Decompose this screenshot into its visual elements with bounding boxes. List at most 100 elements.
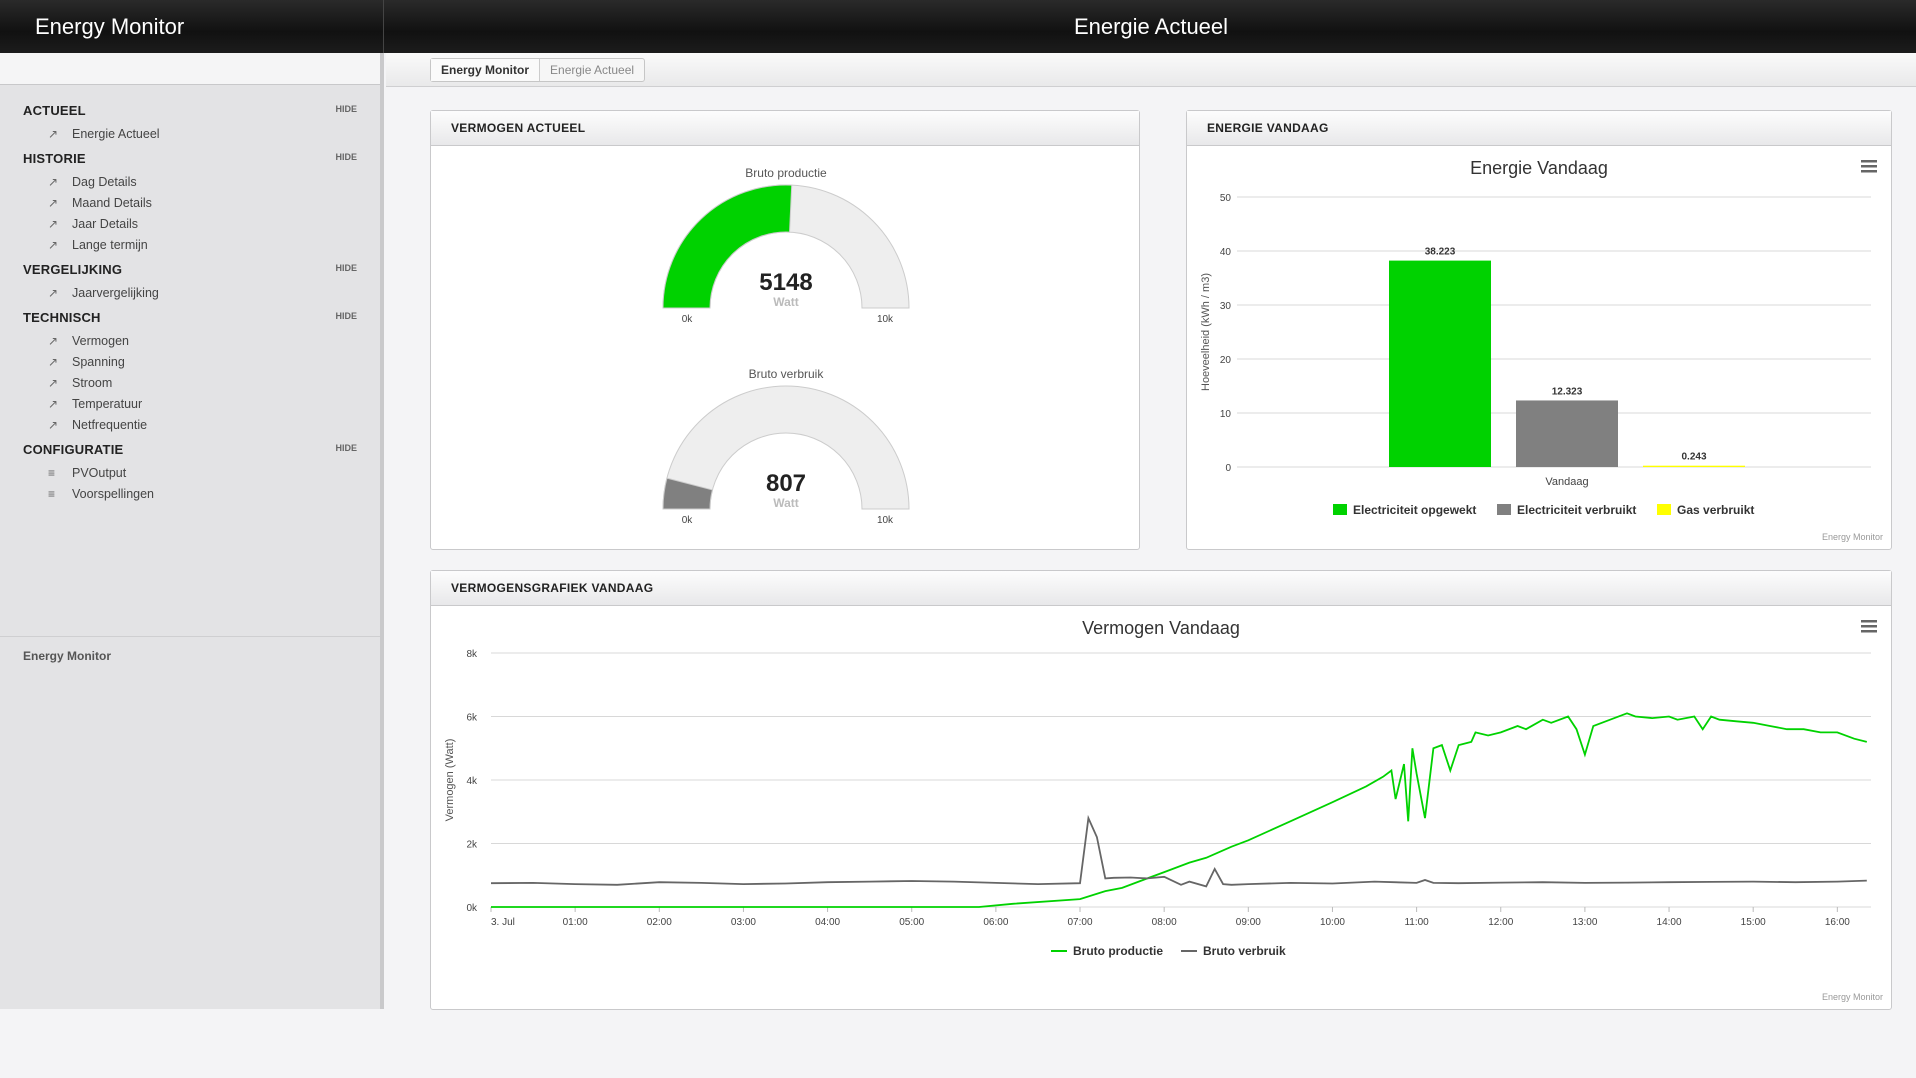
sidebar-section-vergelijking: VERGELIJKING HIDE ↗ Jaarvergelijking	[0, 262, 380, 304]
panel-title: VERMOGENSGRAFIEK VANDAAG	[431, 571, 1891, 606]
x-tick-label: 3. Jul	[491, 917, 515, 928]
chart-icon: ↗	[48, 238, 59, 252]
chart-icon: ↗	[48, 217, 59, 231]
sidebar-item-netfrequentie[interactable]: ↗ Netfrequentie	[23, 415, 380, 436]
energy-bar-chart: Energie Vandaag 0 10 20 30 40 50 Hoeveelheid (k…	[1200, 158, 1883, 542]
sidebar-item-energie-actueel[interactable]: ↗ Energie Actueel	[23, 124, 380, 145]
sidebar-item-label: Lange termijn	[72, 238, 148, 252]
menu-icon-bar	[1861, 170, 1877, 173]
chart-icon: ↗	[48, 127, 59, 141]
bar	[1643, 465, 1745, 467]
sidebar-item-temperatuur[interactable]: ↗ Temperatuur	[23, 394, 380, 415]
sidebar-section-configuratie: CONFIGURATIE HIDE ≡ PVOutput ≡ Voorspellingen	[0, 442, 380, 505]
sidebar-item-label: Dag Details	[72, 175, 137, 189]
chart-icon: ↗	[48, 397, 59, 411]
panel-energie-vandaag: ENERGIE VANDAAG Energie Vandaag 0 10 20 30 40…	[1186, 110, 1892, 550]
gauge-background	[662, 385, 910, 510]
y-axis-label: Vermogen (Watt)	[444, 739, 456, 822]
sidebar-item-lange-termijn[interactable]: ↗ Lange termijn	[23, 235, 380, 256]
legend-item[interactable]: Electriciteit opgewekt	[1353, 503, 1476, 517]
sidebar-item-pvoutput[interactable]: ≡ PVOutput	[23, 463, 380, 484]
x-tick-label: 08:00	[1152, 917, 1177, 928]
y-tick-label: 10	[1220, 409, 1232, 420]
sidebar-item-label: Spanning	[72, 355, 125, 369]
sidebar-item-jaarvergelijking[interactable]: ↗ Jaarvergelijking	[23, 283, 380, 304]
sidebar-item-spanning[interactable]: ↗ Spanning	[23, 352, 380, 373]
x-tick-label: 06:00	[983, 917, 1008, 928]
sidebar-section-title: HISTORIE	[23, 151, 86, 166]
sidebar-item-vermogen[interactable]: ↗ Vermogen	[23, 331, 380, 352]
sidebar-item-dag-details[interactable]: ↗ Dag Details	[23, 172, 380, 193]
legend-swatch	[1333, 504, 1347, 515]
menu-icon[interactable]	[1861, 620, 1877, 633]
chart-credits: Energy Monitor	[1822, 992, 1883, 1002]
sidebar-item-label: Stroom	[72, 376, 113, 390]
sidebar-item-jaar-details[interactable]: ↗ Jaar Details	[23, 214, 380, 235]
chart-icon: ↗	[48, 376, 59, 390]
breadcrumb-bar: Energy Monitor Energie Actueel	[386, 53, 1916, 87]
bar-data-label: 12.323	[1552, 386, 1583, 397]
gauge-value-arc	[662, 184, 793, 309]
sidebar-item-label: Jaarvergelijking	[72, 286, 159, 300]
x-tick-label: 12:00	[1488, 917, 1513, 928]
sidebar-section-actueel: ACTUEEL HIDE ↗ Energie Actueel	[0, 103, 380, 145]
sidebar: ACTUEEL HIDE ↗ Energie Actueel HISTORIE HIDE ↗…	[0, 53, 384, 1009]
chart-icon: ↗	[48, 418, 59, 432]
chart-title: Vermogen Vandaag	[1082, 618, 1240, 638]
panel-title: ENERGIE VANDAAG	[1187, 111, 1891, 146]
page-title: Energie Actueel	[1073, 14, 1229, 39]
panel-title: VERMOGEN ACTUEEL	[431, 111, 1139, 146]
y-axis-label: Hoeveelheid (kWh / m3)	[1200, 273, 1212, 391]
sidebar-item-label: Vermogen	[72, 334, 129, 348]
x-tick-label: 05:00	[899, 917, 924, 928]
y-tick-label: 40	[1220, 247, 1232, 258]
sidebar-item-label: Voorspellingen	[72, 487, 155, 501]
series-line	[491, 712, 1868, 908]
y-tick-label: 8k	[466, 649, 478, 660]
menu-icon[interactable]	[1861, 160, 1877, 173]
menu-icon-bar	[1861, 630, 1877, 633]
hide-toggle[interactable]: HIDE	[335, 263, 357, 273]
sidebar-item-stroom[interactable]: ↗ Stroom	[23, 373, 380, 394]
gauge-title: Bruto verbruik	[749, 367, 825, 381]
chart-icon: ↗	[48, 286, 59, 300]
sidebar-footer-label: Energy Monitor	[23, 649, 112, 663]
sidebar-item-maand-details[interactable]: ↗ Maand Details	[23, 193, 380, 214]
sidebar-item-label: Energie Actueel	[72, 127, 160, 141]
legend-item[interactable]: Electriciteit verbruikt	[1517, 503, 1636, 517]
legend-item[interactable]: Bruto productie	[1073, 944, 1163, 958]
menu-icon-bar	[1861, 160, 1877, 163]
gauge-value: 807	[766, 470, 806, 497]
sidebar-item-label: PVOutput	[72, 466, 127, 480]
hide-toggle[interactable]: HIDE	[335, 311, 357, 321]
x-tick-label: 11:00	[1404, 917, 1429, 928]
sidebar-item-voorspellingen[interactable]: ≡ Voorspellingen	[23, 484, 380, 505]
hide-toggle[interactable]: HIDE	[335, 104, 357, 114]
chart-icon: ↗	[48, 175, 59, 189]
chart-credits: Energy Monitor	[1822, 532, 1883, 542]
chart-icon: ↗	[48, 196, 59, 210]
y-tick-label: 0k	[466, 903, 478, 914]
y-tick-label: 20	[1220, 355, 1232, 366]
gauge-unit: Watt	[773, 295, 799, 309]
gauge-unit: Watt	[773, 496, 799, 510]
gauge-title: Bruto productie	[745, 166, 827, 180]
gauge-min-label: 0k	[682, 314, 694, 325]
x-tick-label: 07:00	[1068, 917, 1093, 928]
hide-toggle[interactable]: HIDE	[335, 152, 357, 162]
hide-toggle[interactable]: HIDE	[335, 443, 357, 453]
app-brand[interactable]: Energy Monitor	[0, 0, 384, 53]
legend-item[interactable]: Gas verbruikt	[1677, 503, 1754, 517]
x-tick-label: Vandaag	[1545, 476, 1588, 488]
sidebar-top-strip	[0, 53, 380, 85]
breadcrumb-home[interactable]: Energy Monitor	[431, 59, 541, 81]
sliders-icon: ≡	[48, 487, 56, 501]
legend-item[interactable]: Bruto verbruik	[1203, 944, 1286, 958]
sidebar-section-title: VERGELIJKING	[23, 262, 123, 277]
y-tick-label: 2k	[466, 840, 478, 851]
gauge-min-label: 0k	[682, 515, 694, 526]
sliders-icon: ≡	[48, 466, 56, 480]
menu-icon-bar	[1861, 165, 1877, 168]
sidebar-section-technisch: TECHNISCH HIDE ↗ Vermogen ↗ Spanning ↗ Stroom ↗ T…	[0, 310, 380, 436]
